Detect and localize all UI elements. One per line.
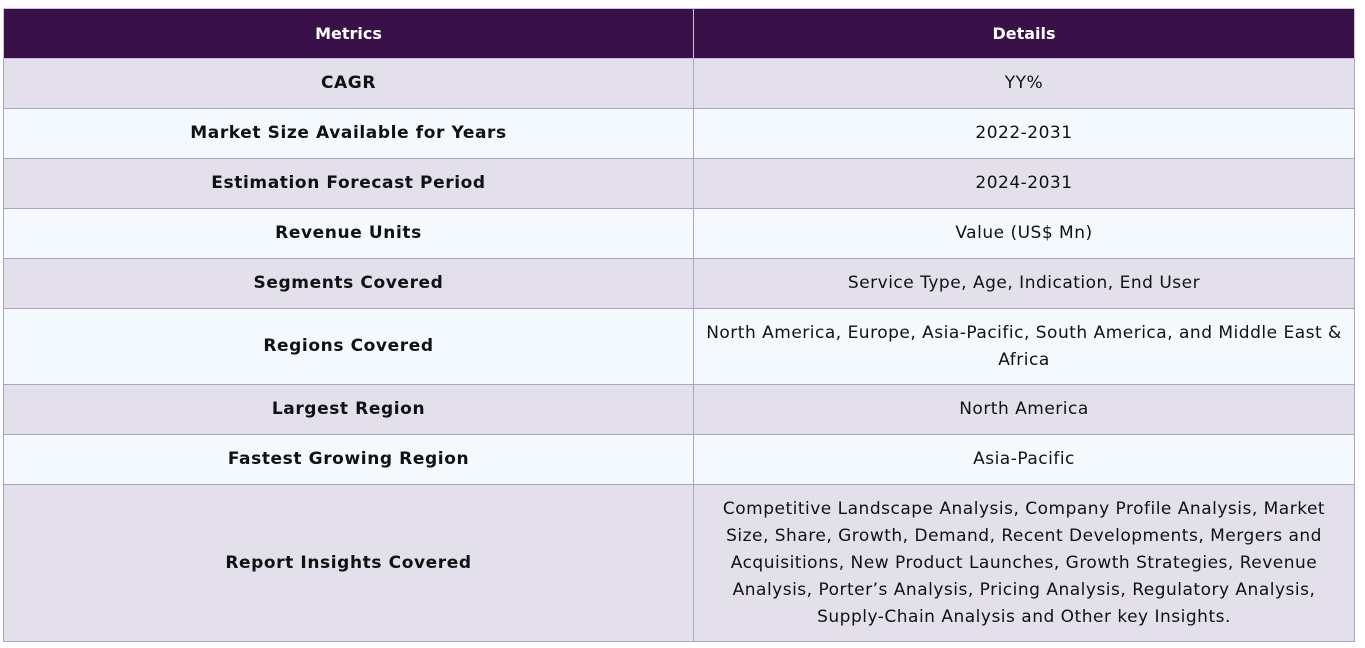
detail-cell: Asia-Pacific (693, 434, 1355, 485)
metric-cell: Largest Region (3, 384, 694, 435)
table-row-forecast-period: Estimation Forecast Period 2024-2031 (3, 158, 1355, 209)
detail-cell: North America (693, 384, 1355, 435)
table-row-market-size-years: Market Size Available for Years 2022-203… (3, 108, 1355, 159)
metric-cell: CAGR (3, 58, 694, 109)
detail-cell: Competitive Landscape Analysis, Company … (693, 484, 1355, 642)
table-row-segments-covered: Segments Covered Service Type, Age, Indi… (3, 258, 1355, 309)
table-row-report-insights: Report Insights Covered Competitive Land… (3, 484, 1355, 642)
metric-cell: Segments Covered (3, 258, 694, 309)
metric-cell: Market Size Available for Years (3, 108, 694, 159)
metric-cell: Fastest Growing Region (3, 434, 694, 485)
metric-cell: Regions Covered (3, 308, 694, 385)
table-row-regions-covered: Regions Covered North America, Europe, A… (3, 308, 1355, 385)
header-details: Details (693, 8, 1355, 59)
table-header-row: Metrics Details (3, 8, 1355, 59)
detail-cell: 2024-2031 (693, 158, 1355, 209)
detail-cell: YY% (693, 58, 1355, 109)
detail-cell: Value (US$ Mn) (693, 208, 1355, 259)
detail-cell: 2022-2031 (693, 108, 1355, 159)
table-row-cagr: CAGR YY% (3, 58, 1355, 109)
report-metrics-table-container: Metrics Details CAGR YY% Market Size Ava… (3, 8, 1355, 642)
metric-cell: Revenue Units (3, 208, 694, 259)
detail-cell: North America, Europe, Asia-Pacific, Sou… (693, 308, 1355, 385)
detail-cell: Service Type, Age, Indication, End User (693, 258, 1355, 309)
metric-cell: Estimation Forecast Period (3, 158, 694, 209)
table-row-fastest-growing-region: Fastest Growing Region Asia-Pacific (3, 434, 1355, 485)
table-row-revenue-units: Revenue Units Value (US$ Mn) (3, 208, 1355, 259)
header-metrics: Metrics (3, 8, 694, 59)
table-row-largest-region: Largest Region North America (3, 384, 1355, 435)
report-metrics-table: Metrics Details CAGR YY% Market Size Ava… (3, 8, 1355, 642)
metric-cell: Report Insights Covered (3, 484, 694, 642)
